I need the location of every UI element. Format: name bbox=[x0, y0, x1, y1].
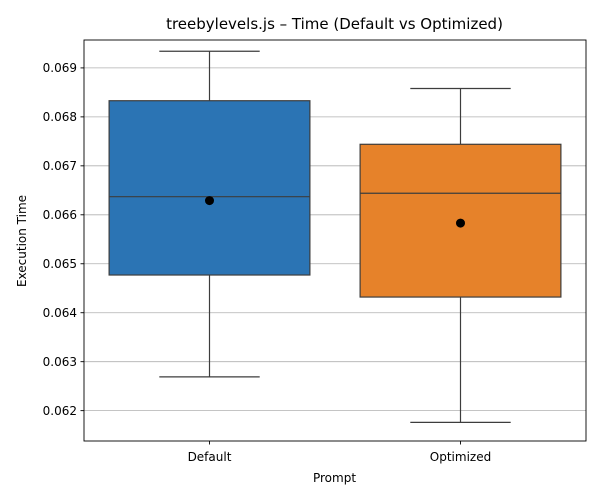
y-tick-label: 0.067 bbox=[43, 159, 77, 173]
box-default bbox=[108, 50, 311, 378]
y-tick-label: 0.066 bbox=[43, 208, 77, 222]
mean-marker bbox=[205, 196, 214, 206]
box-series bbox=[108, 50, 562, 423]
y-tick-label: 0.069 bbox=[43, 61, 77, 75]
y-tick-label: 0.065 bbox=[43, 257, 77, 271]
x-tick-label: Optimized bbox=[430, 450, 491, 464]
y-tick-label: 0.063 bbox=[43, 355, 77, 369]
x-axis-label: Prompt bbox=[313, 471, 356, 485]
x-tick-label: Default bbox=[188, 450, 232, 464]
y-axis-label: Execution Time bbox=[15, 195, 29, 287]
y-tick-label: 0.062 bbox=[43, 404, 77, 418]
chart-title: treebylevels.js – Time (Default vs Optim… bbox=[166, 15, 503, 33]
y-tick-label: 0.068 bbox=[43, 110, 77, 124]
iqr-box bbox=[108, 100, 311, 276]
box-optimized bbox=[359, 87, 562, 423]
y-axis: 0.062 0.063 0.064 0.065 0.066 0.067 0.068 0.069 bbox=[43, 61, 84, 418]
y-tick-label: 0.064 bbox=[43, 306, 77, 320]
x-axis: Default Optimized bbox=[188, 441, 491, 464]
mean-marker bbox=[456, 218, 465, 228]
plot-area bbox=[83, 39, 587, 442]
